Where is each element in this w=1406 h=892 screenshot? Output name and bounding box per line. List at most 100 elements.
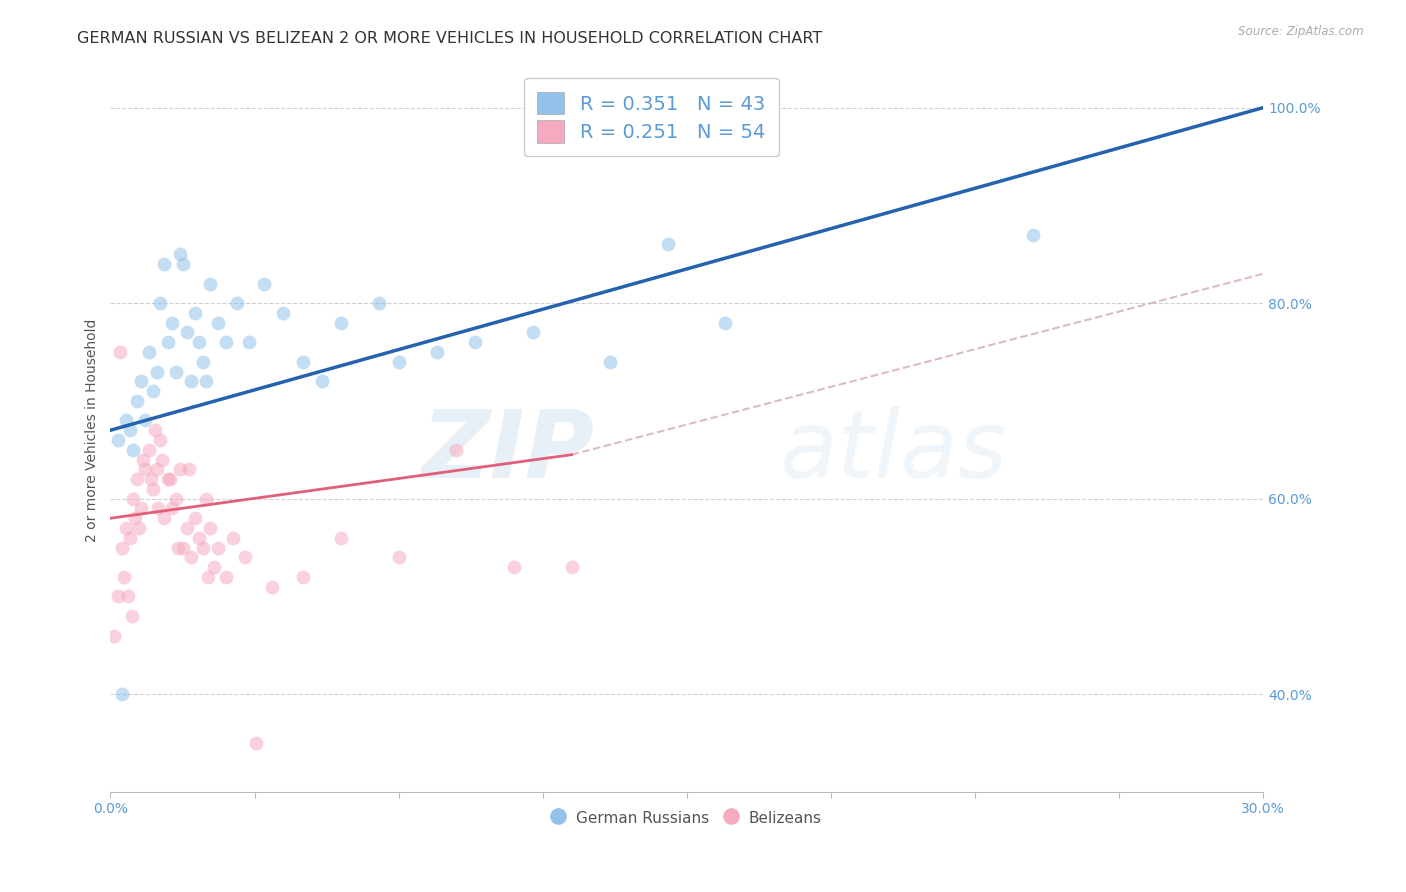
Point bbox=[226, 296, 249, 310]
Point bbox=[179, 462, 201, 476]
Point bbox=[176, 326, 198, 340]
Point bbox=[153, 511, 176, 525]
Point bbox=[148, 501, 170, 516]
Point bbox=[215, 335, 238, 350]
Point bbox=[122, 491, 145, 506]
Point bbox=[114, 521, 136, 535]
Point bbox=[464, 335, 486, 350]
Point bbox=[160, 501, 183, 516]
Point bbox=[522, 326, 544, 340]
Point bbox=[138, 345, 160, 359]
Point bbox=[195, 375, 218, 389]
Point bbox=[207, 541, 229, 555]
Point bbox=[184, 306, 207, 320]
Point bbox=[200, 277, 222, 291]
Point bbox=[291, 570, 314, 584]
Point bbox=[195, 491, 218, 506]
Point bbox=[124, 511, 146, 525]
Point bbox=[103, 628, 125, 642]
Point bbox=[128, 521, 150, 535]
Point bbox=[1021, 227, 1043, 242]
Point bbox=[122, 442, 145, 457]
Point bbox=[118, 423, 141, 437]
Point bbox=[222, 531, 245, 545]
Point bbox=[426, 345, 449, 359]
Point bbox=[129, 375, 152, 389]
Point bbox=[172, 541, 194, 555]
Point bbox=[111, 687, 134, 701]
Point bbox=[107, 433, 129, 447]
Point bbox=[166, 541, 188, 555]
Point bbox=[560, 560, 582, 574]
Point bbox=[311, 375, 333, 389]
Text: GERMAN RUSSIAN VS BELIZEAN 2 OR MORE VEHICLES IN HOUSEHOLD CORRELATION CHART: GERMAN RUSSIAN VS BELIZEAN 2 OR MORE VEH… bbox=[77, 31, 823, 46]
Point bbox=[165, 365, 187, 379]
Point bbox=[187, 531, 209, 545]
Point bbox=[129, 501, 152, 516]
Point bbox=[330, 531, 353, 545]
Point bbox=[169, 247, 191, 261]
Point bbox=[114, 413, 136, 427]
Point bbox=[107, 590, 129, 604]
Point bbox=[180, 550, 202, 565]
Point bbox=[149, 433, 172, 447]
Point bbox=[149, 296, 172, 310]
Legend: German Russians, Belizeans: German Russians, Belizeans bbox=[544, 801, 830, 835]
Point bbox=[165, 491, 187, 506]
Point bbox=[153, 257, 176, 271]
Point bbox=[157, 472, 180, 486]
Point bbox=[330, 316, 353, 330]
Point bbox=[191, 541, 214, 555]
Point bbox=[138, 442, 160, 457]
Point bbox=[150, 452, 173, 467]
Point bbox=[176, 521, 198, 535]
Point bbox=[172, 257, 194, 271]
Point bbox=[253, 277, 276, 291]
Point bbox=[200, 521, 222, 535]
Point bbox=[134, 413, 156, 427]
Point bbox=[139, 472, 162, 486]
Point bbox=[142, 482, 165, 496]
Point bbox=[180, 375, 202, 389]
Point bbox=[127, 393, 149, 408]
Point bbox=[111, 541, 134, 555]
Point bbox=[121, 609, 143, 624]
Point bbox=[233, 550, 256, 565]
Point bbox=[145, 365, 167, 379]
Point bbox=[145, 462, 167, 476]
Point bbox=[142, 384, 165, 398]
Point bbox=[160, 316, 183, 330]
Point bbox=[599, 355, 621, 369]
Point bbox=[134, 462, 156, 476]
Point bbox=[388, 355, 411, 369]
Text: ZIP: ZIP bbox=[422, 406, 595, 498]
Point bbox=[238, 335, 260, 350]
Point bbox=[197, 570, 219, 584]
Text: Source: ZipAtlas.com: Source: ZipAtlas.com bbox=[1239, 25, 1364, 38]
Point bbox=[169, 462, 191, 476]
Point bbox=[260, 580, 283, 594]
Point bbox=[202, 560, 225, 574]
Point bbox=[157, 335, 180, 350]
Text: atlas: atlas bbox=[779, 407, 1007, 498]
Point bbox=[187, 335, 209, 350]
Point bbox=[127, 472, 149, 486]
Point bbox=[273, 306, 295, 320]
Point bbox=[207, 316, 229, 330]
Y-axis label: 2 or more Vehicles in Household: 2 or more Vehicles in Household bbox=[86, 318, 100, 542]
Point bbox=[118, 531, 141, 545]
Point bbox=[184, 511, 207, 525]
Point bbox=[159, 472, 181, 486]
Point bbox=[245, 736, 267, 750]
Point bbox=[368, 296, 391, 310]
Point bbox=[657, 237, 679, 252]
Point bbox=[291, 355, 314, 369]
Point bbox=[215, 570, 238, 584]
Point bbox=[446, 442, 468, 457]
Point bbox=[132, 452, 155, 467]
Point bbox=[388, 550, 411, 565]
Point bbox=[112, 570, 135, 584]
Point bbox=[502, 560, 524, 574]
Point bbox=[714, 316, 737, 330]
Point bbox=[117, 590, 139, 604]
